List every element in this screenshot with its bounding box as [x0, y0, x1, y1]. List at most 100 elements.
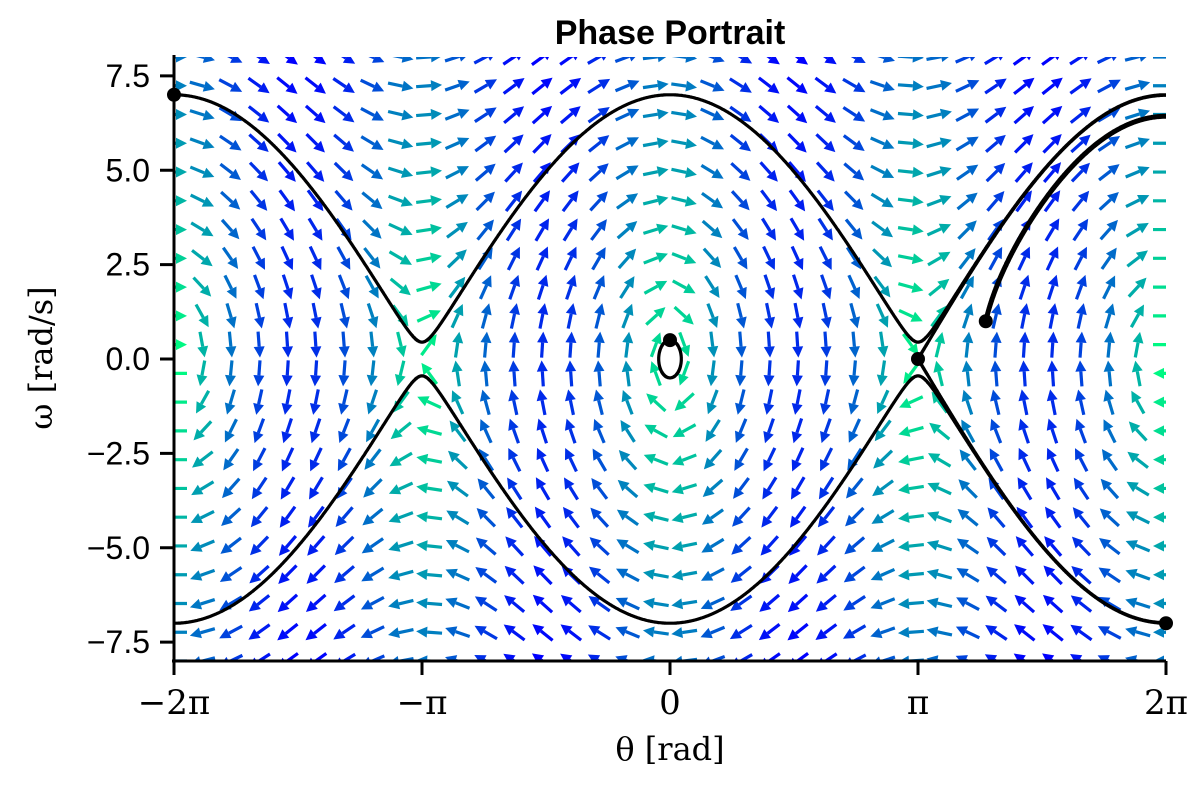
field-arrow [926, 568, 953, 580]
field-arrow [332, 77, 355, 94]
field-arrow [926, 540, 953, 552]
field-arrow [1131, 360, 1143, 387]
field-arrow [1042, 594, 1064, 614]
field-arrow [671, 279, 696, 294]
field-arrow [564, 418, 577, 444]
field-arrow [984, 106, 1007, 124]
field-arrow [1098, 567, 1121, 584]
field-arrow [901, 333, 919, 356]
field-arrow [871, 509, 895, 524]
field-arrow [445, 194, 469, 209]
field-arrow [388, 250, 412, 265]
field-arrow [310, 274, 322, 300]
field-arrow [842, 134, 865, 152]
field-arrow [735, 389, 746, 415]
field-arrow [984, 654, 1000, 661]
field-arrow [1014, 162, 1033, 183]
field-arrow [1042, 653, 1056, 661]
field-arrow [248, 594, 271, 612]
field-arrow [192, 450, 214, 468]
field-arrow [339, 302, 350, 329]
field-arrow [615, 597, 640, 611]
field-arrow [985, 134, 1006, 153]
field-arrow [588, 595, 611, 613]
field-arrow [674, 392, 695, 411]
field-arrow [986, 566, 1007, 585]
field-arrow [1153, 569, 1166, 581]
field-arrow [990, 331, 1002, 358]
field-arrow [503, 106, 525, 125]
field-arrow [847, 274, 861, 299]
field-arrow [671, 167, 697, 178]
field-arrow [417, 396, 442, 410]
field-arrow [736, 302, 747, 329]
field-arrow [926, 166, 952, 178]
field-arrow [845, 246, 862, 270]
field-arrow [416, 540, 443, 552]
field-arrow [335, 506, 354, 528]
field-arrow [333, 133, 354, 152]
field-arrow [706, 303, 719, 329]
field-arrow [815, 161, 835, 182]
field-arrow [926, 57, 949, 63]
field-arrow [706, 389, 719, 415]
field-arrow [562, 218, 578, 242]
field-arrow [678, 331, 691, 357]
field-arrow [190, 568, 216, 581]
field-arrow [1097, 136, 1121, 152]
field-arrow [420, 334, 437, 357]
field-arrow [701, 219, 723, 239]
field-arrow [926, 137, 952, 149]
field-arrow [338, 389, 349, 415]
field-arrow [219, 134, 242, 151]
field-arrow [588, 625, 611, 641]
field-arrow [1075, 331, 1087, 358]
field-arrow [189, 193, 215, 207]
field-arrow [189, 109, 215, 121]
field-arrow [415, 166, 443, 178]
field-arrow [1098, 192, 1119, 211]
field-arrow [671, 598, 698, 610]
field-arrow [671, 195, 697, 207]
start-point-marker [978, 314, 993, 329]
field-arrow [730, 190, 750, 211]
field-arrow [763, 274, 776, 300]
field-arrow [848, 418, 862, 443]
field-arrow [197, 331, 209, 358]
field-arrow [874, 419, 892, 442]
field-arrow [1099, 219, 1118, 241]
field-arrow [474, 654, 490, 661]
field-arrow [763, 360, 775, 387]
field-arrow [531, 77, 553, 96]
field-arrow [278, 564, 298, 584]
field-arrow [304, 104, 326, 124]
field-arrow [787, 593, 809, 613]
field-arrow [763, 447, 777, 472]
x-tick-label: 2π [1144, 683, 1188, 723]
field-arrow [876, 360, 888, 387]
field-arrow [817, 535, 836, 556]
field-arrow [926, 108, 952, 120]
field-arrow [990, 389, 1001, 416]
field-arrow [1152, 343, 1166, 347]
field-arrow [189, 137, 215, 150]
field-arrow [416, 281, 442, 293]
field-arrow [387, 166, 414, 178]
field-arrow [591, 247, 606, 271]
field-arrow [367, 331, 379, 358]
field-arrow [1046, 389, 1058, 416]
field-arrow [1043, 565, 1063, 586]
trajectory-line [983, 113, 1166, 324]
field-arrow [1152, 285, 1166, 289]
field-arrow [898, 425, 924, 437]
field-arrow [1041, 57, 1060, 66]
field-arrow [870, 136, 895, 150]
field-arrow [536, 360, 548, 387]
field-arrow [593, 389, 604, 416]
field-arrow [309, 476, 324, 500]
field-arrow [762, 476, 778, 500]
field-arrow [642, 80, 669, 91]
field-arrow [190, 221, 214, 237]
field-arrow [1017, 477, 1033, 501]
field-arrow [387, 194, 413, 207]
